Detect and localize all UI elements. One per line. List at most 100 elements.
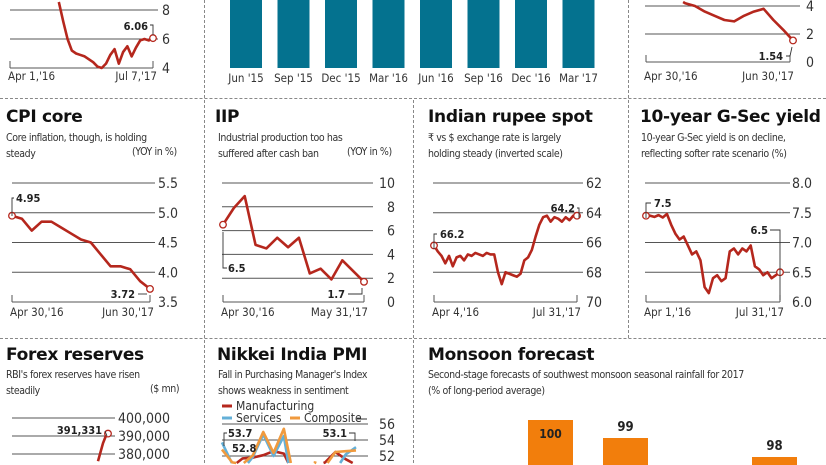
cpi-core-subtitle: Core inflation, though, is holding steady <box>6 130 147 162</box>
subtitle-line: 10-year G-Sec yield is on decline, <box>641 132 786 144</box>
y-tick-label: 10 <box>379 176 395 192</box>
x-tick-label: Mar '17 <box>559 71 598 85</box>
composite-series-line <box>326 449 357 464</box>
y-tick-label: 7.5 <box>792 206 812 222</box>
y-tick-label: 380,000 <box>118 447 170 463</box>
divider <box>204 340 205 463</box>
y-tick-label: 2 <box>387 271 395 287</box>
x-tick-label: Apr 30,'16 <box>644 69 698 83</box>
iip-unit: (YOY in %) <box>347 146 392 158</box>
subtitle-line: Second-stage forecasts of southwest mons… <box>428 369 744 381</box>
bar <box>277 0 310 68</box>
data-label: 4.95 <box>16 192 41 205</box>
forex-series-line <box>96 432 110 462</box>
x-tick-label: Apr 1,'16 <box>8 69 55 83</box>
monsoon-bar <box>752 457 797 465</box>
subtitle-line: ₹ vs $ exchange rate is largely <box>428 132 561 144</box>
data-label: 1.7 <box>327 288 345 301</box>
y-tick-label: 54 <box>379 433 395 449</box>
monsoon-title: Monsoon forecast <box>428 345 595 365</box>
y-tick-label: 5.0 <box>158 206 178 222</box>
gsec-series-line <box>646 212 781 295</box>
subtitle-line: RBI's forex reserves have risen <box>6 369 140 381</box>
x-tick-label: Apr 30,'16 <box>10 305 64 319</box>
y-tick-label: 52 <box>379 449 395 465</box>
bar-value-label: 98 <box>766 439 782 454</box>
subtitle-line: steadily <box>6 385 40 397</box>
x-tick-label: Jul 7,'17 <box>114 69 157 83</box>
legend-label: Manufacturing <box>236 399 314 413</box>
annotation-leader <box>11 197 14 216</box>
x-tick-label: Apr 4,'16 <box>432 305 479 319</box>
y-tick-label: 3.5 <box>158 295 178 311</box>
divider <box>413 100 414 463</box>
composite-series-line <box>313 461 317 465</box>
x-tick-label: Sep '16 <box>464 71 503 85</box>
annotation-leader <box>770 229 781 300</box>
y-tick-label: 8 <box>162 3 170 19</box>
y-tick-label: 6 <box>162 32 170 48</box>
subtitle-line: shows weakness in sentiment <box>218 385 349 397</box>
x-tick-label: Mar '16 <box>369 71 408 85</box>
y-tick-label: 66 <box>586 236 602 252</box>
bar <box>562 0 595 68</box>
forex-title: Forex reserves <box>6 345 144 365</box>
y-tick-label: 68 <box>586 265 602 281</box>
annotation-leader <box>150 24 154 35</box>
y-tick-label: 8 <box>387 200 395 216</box>
y-tick-label: 0 <box>387 295 395 311</box>
bar <box>325 0 357 68</box>
y-tick-label: 4.5 <box>158 236 178 252</box>
gsec-subtitle: 10-year G-Sec yield is on decline, reflec… <box>641 130 787 162</box>
annotation-leader <box>349 432 356 441</box>
x-tick-label: Jun '16 <box>417 71 453 85</box>
bar-value-label: 99 <box>617 420 633 435</box>
subtitle-line: Core inflation, though, is holding <box>6 132 147 144</box>
data-label: 6.5 <box>228 262 246 275</box>
annotation-leader <box>223 432 227 446</box>
y-tick-label: 390,000 <box>118 429 170 445</box>
composite-series-line <box>220 448 237 465</box>
data-label: 52.8 <box>232 442 257 455</box>
legend-label: Composite <box>304 411 362 425</box>
end-point-marker <box>149 34 157 43</box>
data-label: 6.06 <box>124 20 149 33</box>
data-label: 64.2 <box>551 202 576 215</box>
annotation-leader <box>645 202 651 218</box>
data-label: 3.72 <box>111 288 136 301</box>
y-tick-label: 6.0 <box>792 295 812 311</box>
divider <box>628 100 629 338</box>
y-tick-label: 6.5 <box>792 265 812 281</box>
forex-unit: ($ mn) <box>150 383 180 395</box>
data-label: 391,331 <box>57 424 102 437</box>
data-label: 7.5 <box>654 197 672 210</box>
data-label: 1.54 <box>759 50 784 63</box>
y-tick-label: 0 <box>806 55 814 71</box>
end-point-marker <box>360 277 368 286</box>
data-label: 53.7 <box>228 427 253 440</box>
divider <box>204 0 205 98</box>
iip-series-line <box>221 194 365 283</box>
monsoon-bar <box>528 420 573 465</box>
monsoon-bar <box>603 438 648 465</box>
data-label: 6.5 <box>750 224 768 237</box>
y-tick-label: 4 <box>387 247 395 263</box>
composite-series-line <box>242 427 293 464</box>
start-point-marker <box>219 220 227 229</box>
cpi-core-title: CPI core <box>6 107 83 127</box>
top_left-series-line <box>57 1 154 70</box>
y-tick-label: 64 <box>586 206 602 222</box>
annotation-leader <box>222 232 227 269</box>
bar <box>420 0 452 68</box>
y-tick-label: 70 <box>586 295 602 311</box>
bar <box>372 0 405 68</box>
y-tick-label: 400,000 <box>118 411 170 427</box>
x-tick-label: Apr 30,'16 <box>221 305 275 319</box>
gsec-title: 10-year G-Sec yield <box>640 107 821 127</box>
bar <box>230 0 262 68</box>
divider <box>0 338 826 339</box>
iip-title: IIP <box>215 107 240 127</box>
forex-subtitle: RBI's forex reserves have risen steadily <box>6 367 140 399</box>
top_right-series-line <box>682 0 794 42</box>
